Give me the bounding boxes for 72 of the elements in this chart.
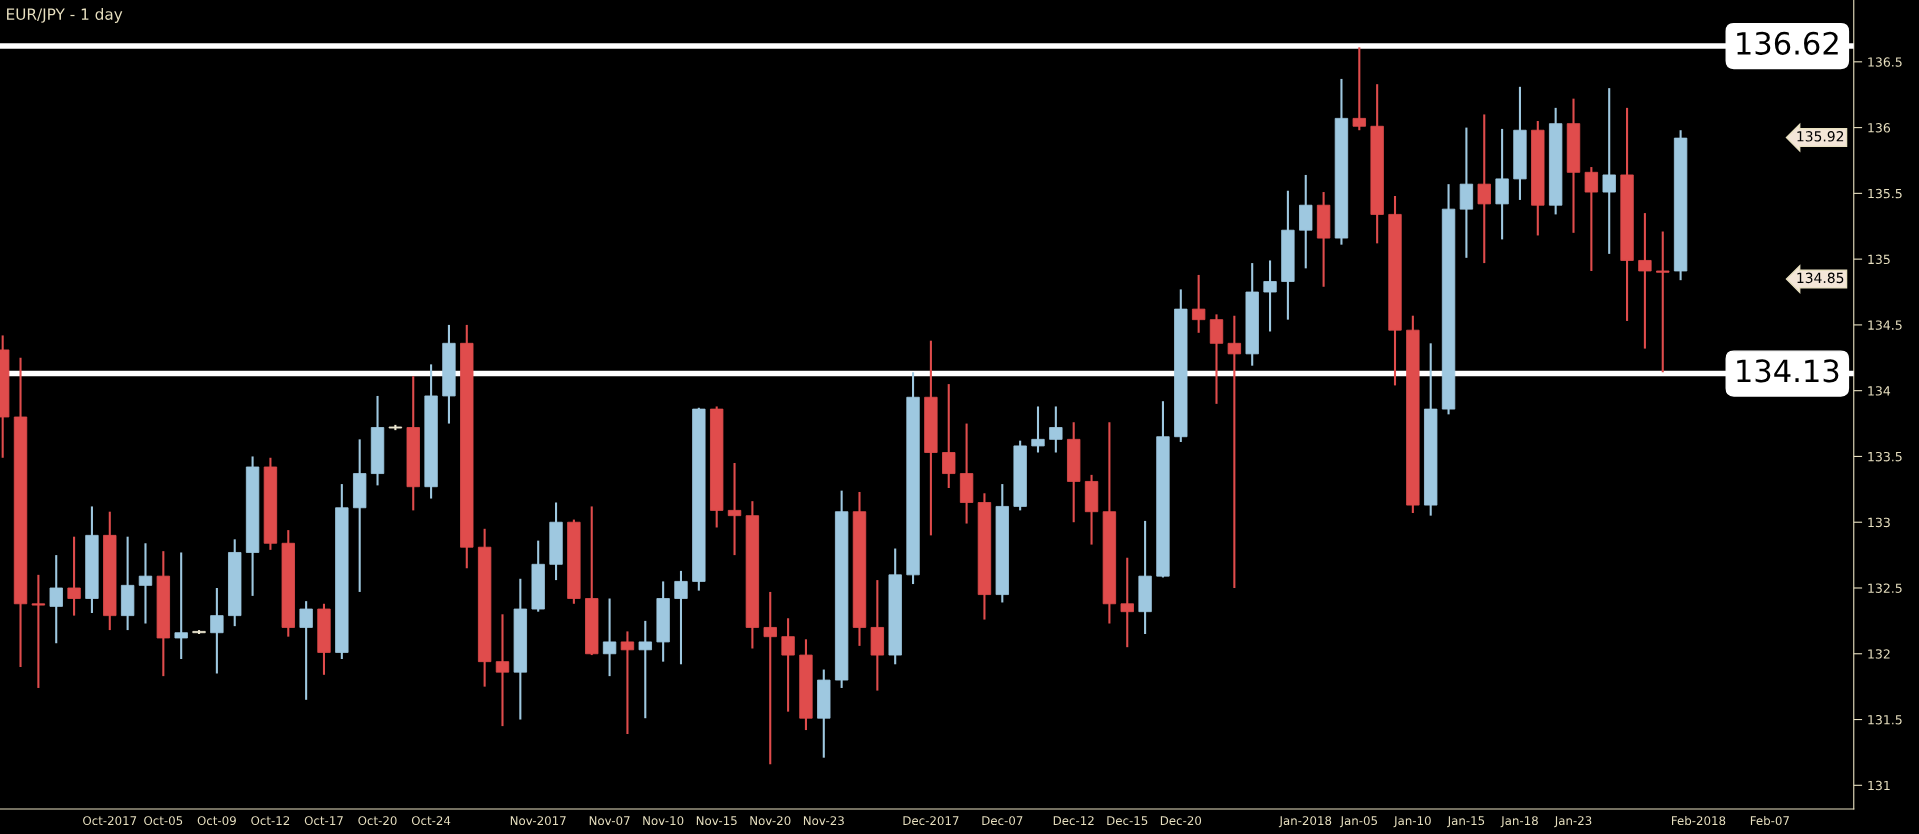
candlestick <box>138 542 153 625</box>
candlestick <box>1602 87 1616 255</box>
candlestick <box>495 613 510 728</box>
candlestick <box>31 573 46 689</box>
x-tick-label: Jan-18 <box>1500 816 1538 828</box>
x-tick-label: Nov-07 <box>589 816 630 826</box>
x-tick-label: Jan-05 <box>1339 816 1378 828</box>
x-tick-label: Nov-23 <box>803 816 844 826</box>
y-tick-label: 135 <box>1868 254 1890 265</box>
candlestick <box>1049 405 1063 454</box>
candlestick <box>1584 166 1599 273</box>
candlestick <box>942 383 956 490</box>
x-tick-label: Oct-2017 <box>83 816 137 826</box>
y-tick-label: 136.5 <box>1868 57 1902 67</box>
x-tick-label: Feb-07 <box>1750 815 1789 826</box>
y-tick-label: 131 <box>1868 780 1890 791</box>
x-tick-label: Oct-24 <box>411 816 451 826</box>
candlestick <box>1227 314 1242 590</box>
x-tick-label: Nov-10 <box>643 816 684 826</box>
candlestick <box>763 590 777 766</box>
candlestick <box>602 597 617 678</box>
candlestick <box>1120 556 1134 649</box>
candlestick <box>1638 212 1652 350</box>
candlestick <box>1477 113 1491 265</box>
x-tick-label: Dec-07 <box>982 816 1023 826</box>
x-tick-label: Oct-09 <box>197 816 236 826</box>
y-tick-label: 134 <box>1868 386 1891 396</box>
candlestick <box>1263 259 1277 333</box>
candlestick <box>727 461 742 557</box>
x-tick-label: Nov-20 <box>750 816 791 826</box>
y-tick-label: 132.5 <box>1868 583 1902 593</box>
candlestick <box>1209 313 1224 405</box>
x-tick-label: Jan-2018 <box>1278 816 1332 828</box>
candlestick <box>67 535 81 617</box>
x-tick-label: Oct-20 <box>358 816 397 826</box>
x-tick-label: Nov-2017 <box>510 816 566 826</box>
candlestick <box>1031 405 1045 454</box>
x-tick-label: Oct-12 <box>251 816 290 826</box>
x-tick-label: Dec-20 <box>1160 816 1202 826</box>
x-tick-label: Jan-23 <box>1554 816 1592 828</box>
x-tick-label: Oct-17 <box>304 816 343 826</box>
annotation: 134.85 <box>1797 272 1844 284</box>
x-tick-label: Jan-15 <box>1447 816 1485 828</box>
candlestick <box>1352 46 1366 132</box>
candlestick <box>210 586 224 675</box>
annotation: 135.92 <box>1797 131 1844 142</box>
y-tick-label: 132 <box>1868 649 1890 659</box>
y-tick-label: 134.5 <box>1868 320 1902 330</box>
candlestick <box>299 600 313 701</box>
candlestick <box>781 617 795 713</box>
y-tick-label: 136 <box>1868 123 1891 133</box>
candlestick <box>1656 230 1670 374</box>
ref-line-label: 134.13 <box>1737 359 1839 383</box>
candlestick <box>674 569 688 666</box>
y-tick-label: 131.5 <box>1868 715 1902 725</box>
x-tick-label: Nov-15 <box>696 816 737 826</box>
candlestick <box>174 551 188 661</box>
candlestick <box>638 619 652 720</box>
y-tick-label: 133 <box>1868 517 1890 528</box>
ref-line-label: 136.62 <box>1737 31 1838 55</box>
candlestick <box>49 554 63 645</box>
x-tick-label: Jan-10 <box>1393 816 1431 828</box>
text: EUR/JPY - 1 day <box>7 8 123 23</box>
x-tick-label: Dec-15 <box>1107 816 1148 826</box>
candlestick <box>1191 273 1206 334</box>
x-tick-label: Dec-12 <box>1053 816 1094 826</box>
x-tick-label: Feb-2018 <box>1672 815 1726 826</box>
candlestick <box>620 630 635 736</box>
x-tick-label: Oct-05 <box>144 816 183 826</box>
y-tick-label: 135.5 <box>1868 188 1902 199</box>
y-tick-label: 133.5 <box>1868 451 1902 462</box>
x-tick-label: Dec-2017 <box>903 816 959 826</box>
